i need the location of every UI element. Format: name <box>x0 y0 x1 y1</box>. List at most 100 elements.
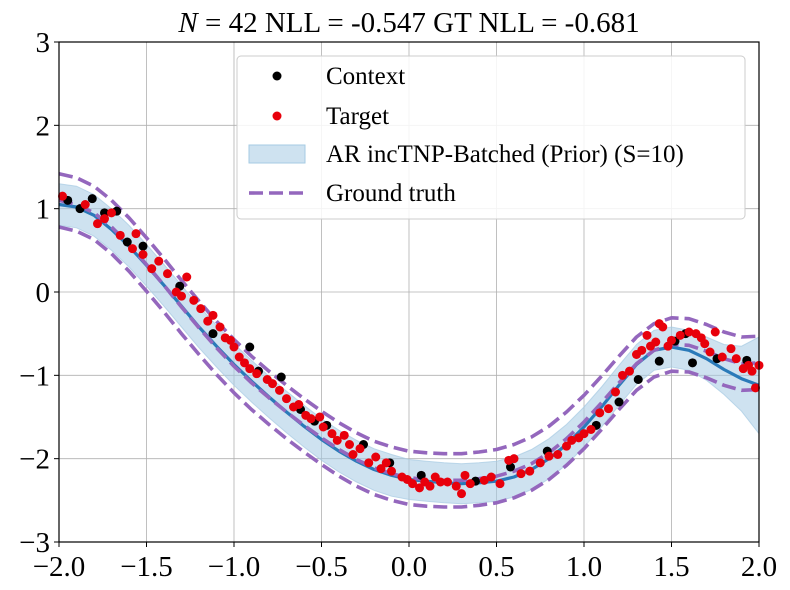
target-point <box>460 470 470 480</box>
target-point <box>567 435 577 445</box>
target-point <box>586 425 596 434</box>
target-point <box>154 256 164 266</box>
target-point <box>747 366 757 376</box>
target-point <box>525 466 535 476</box>
target-point <box>544 451 554 461</box>
x-tick-label: 2.0 <box>741 551 777 583</box>
target-point <box>275 385 284 395</box>
legend-context-marker <box>272 71 282 81</box>
target-point <box>282 394 291 404</box>
context-point <box>208 329 218 339</box>
legend-label-context: Context <box>326 63 405 90</box>
context-point <box>245 342 255 352</box>
x-tick-label: 0.5 <box>478 551 514 583</box>
target-point <box>553 450 563 459</box>
y-tick-label: 2 <box>36 110 51 142</box>
target-point <box>294 400 304 409</box>
target-point <box>177 291 186 301</box>
target-point <box>700 339 710 349</box>
target-point <box>138 250 148 259</box>
target-point <box>196 304 206 314</box>
target-point <box>479 475 489 485</box>
target-point <box>595 408 605 418</box>
target-point <box>348 450 358 459</box>
target-point <box>457 489 466 499</box>
target-point <box>516 469 526 479</box>
target-point <box>604 404 613 414</box>
target-point <box>318 422 328 432</box>
x-tick-label: −0.5 <box>295 551 348 583</box>
target-point <box>203 316 213 326</box>
target-point <box>425 481 435 491</box>
target-point <box>234 352 244 362</box>
target-point <box>637 345 647 355</box>
target-point <box>618 370 627 380</box>
ground-truth-lower-line <box>58 225 760 509</box>
y-tick-label: 0 <box>36 277 51 309</box>
target-point <box>684 327 694 337</box>
target-point <box>100 214 109 224</box>
target-point <box>240 358 249 368</box>
y-tick-label: 1 <box>36 194 51 226</box>
target-point <box>128 244 137 254</box>
target-point <box>306 414 316 424</box>
target-point <box>226 335 235 345</box>
chart-title-n: N <box>177 7 199 39</box>
target-point <box>229 342 239 352</box>
context-point <box>688 358 697 368</box>
target-point <box>642 330 652 340</box>
point-layer <box>58 191 764 499</box>
y-tick-label: −3 <box>19 527 50 559</box>
target-point <box>731 354 741 364</box>
target-point <box>364 458 374 468</box>
target-point <box>215 322 225 332</box>
y-tick-label: 3 <box>36 27 51 59</box>
x-tick-label: −2.0 <box>33 551 86 583</box>
target-point <box>381 458 391 468</box>
target-point <box>415 483 424 493</box>
target-point <box>535 458 545 468</box>
legend: Context Target AR incTNP-Batched (Prior) (… <box>236 55 746 220</box>
target-point <box>495 479 505 489</box>
legend-box <box>236 55 746 220</box>
target-point <box>625 366 634 376</box>
target-point <box>115 230 125 240</box>
y-tick-label: −1 <box>19 360 50 392</box>
target-point <box>332 435 342 445</box>
target-point <box>451 481 461 491</box>
target-point <box>436 477 445 487</box>
target-point <box>509 454 519 464</box>
target-point <box>107 208 116 218</box>
legend-band-swatch <box>248 144 306 164</box>
legend-label-ground-truth: Ground truth <box>326 180 456 207</box>
target-point <box>705 347 715 357</box>
context-point <box>633 375 643 384</box>
target-point <box>562 441 571 451</box>
target-point <box>131 229 141 239</box>
legend-label-target: Target <box>326 103 389 130</box>
target-point <box>252 369 262 379</box>
target-point <box>93 219 102 229</box>
x-tick-label: 0.0 <box>391 551 427 583</box>
target-point <box>163 269 172 279</box>
target-point <box>315 412 325 422</box>
target-point <box>189 295 199 305</box>
target-point <box>371 452 381 462</box>
target-point <box>376 464 386 474</box>
ground-truth-mean-line <box>58 198 760 483</box>
target-point <box>726 344 736 354</box>
target-point <box>667 335 676 345</box>
target-point <box>58 191 67 201</box>
context-point <box>416 470 426 480</box>
chart-title-rest: = 42 NLL = -0.547 GT NLL = -0.681 <box>198 7 640 39</box>
target-point <box>710 327 720 337</box>
target-point <box>208 310 218 320</box>
target-point <box>245 364 255 374</box>
target-point <box>345 440 354 449</box>
target-point <box>147 264 157 274</box>
target-point <box>408 479 417 489</box>
target-point <box>182 272 192 282</box>
target-point <box>339 430 349 440</box>
chart-title: N = 42 NLL = -0.547 GT NLL = -0.681 <box>177 7 639 39</box>
